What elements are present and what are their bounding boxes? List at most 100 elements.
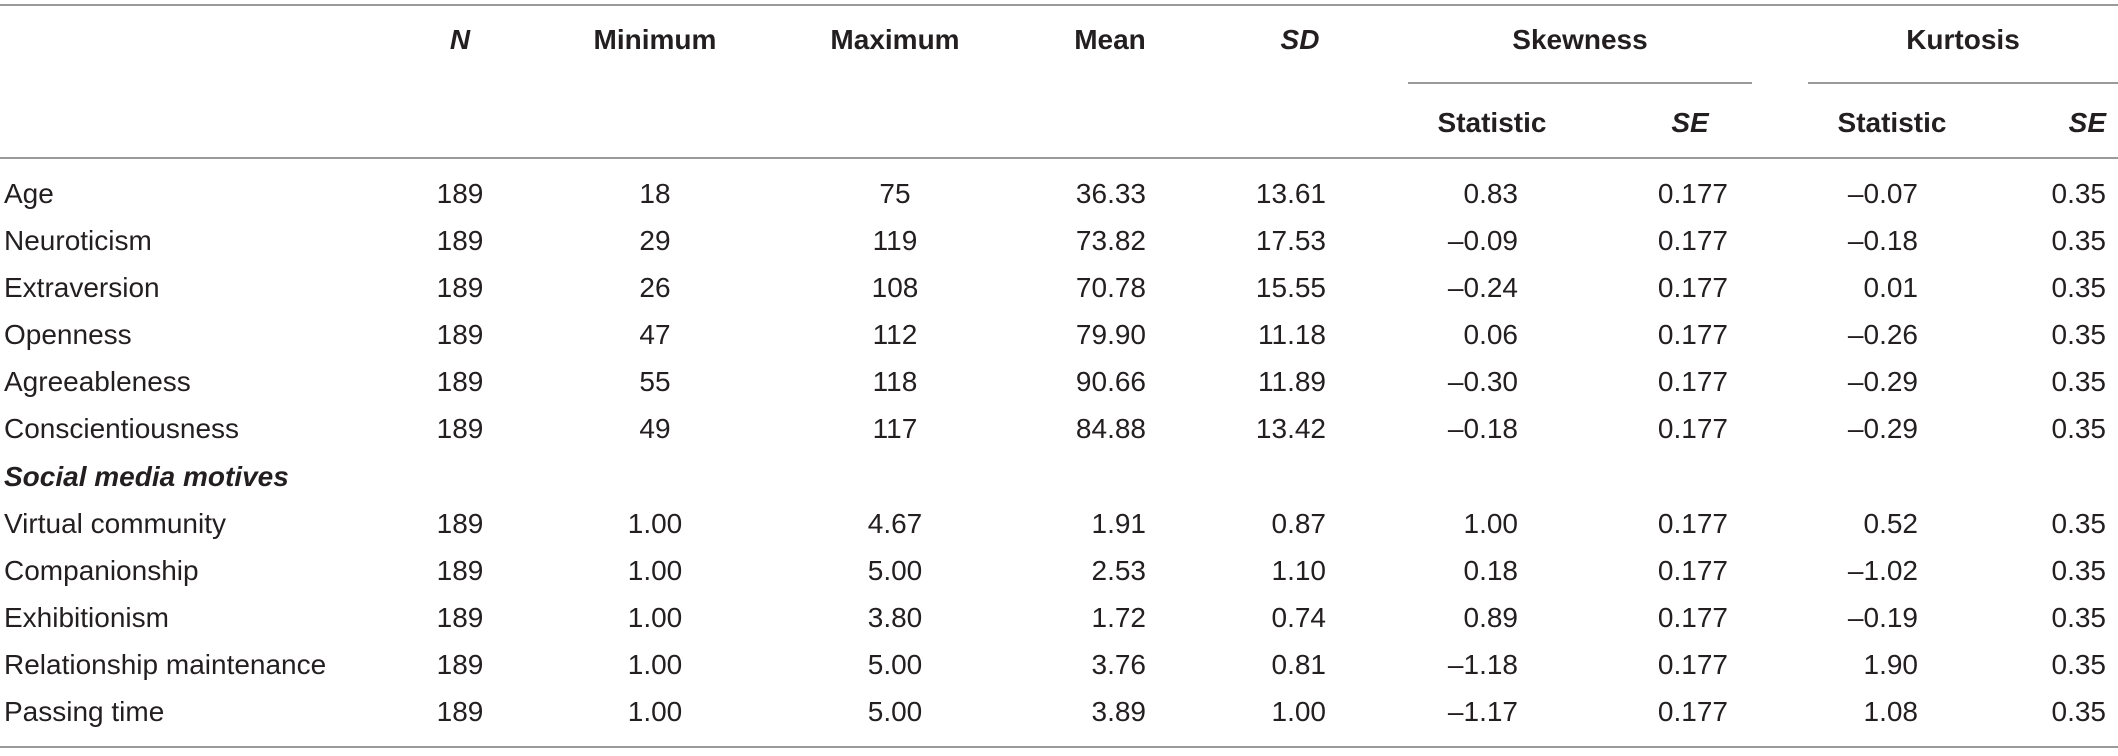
header-maximum: Maximum bbox=[830, 24, 960, 55]
cell-kurt: –1.02 bbox=[1847, 555, 1918, 586]
cell-kurt-se: 0.35 bbox=[2051, 178, 2107, 209]
cell-skew: 1.00 bbox=[1463, 508, 1519, 539]
cell-skew: 0.18 bbox=[1463, 555, 1519, 586]
cell-skew-se: 0.177 bbox=[1657, 555, 1728, 586]
top-rule bbox=[0, 4, 2118, 6]
cell-kurt-se: 0.35 bbox=[2051, 602, 2107, 633]
cell-skew: 0.83 bbox=[1463, 178, 1519, 209]
cell-kurt: 0.01 bbox=[1863, 272, 1919, 303]
cell-min: 49 bbox=[639, 413, 671, 444]
row-label: Extraversion bbox=[4, 272, 160, 303]
cell-min: 1.00 bbox=[627, 696, 683, 727]
cell-max: 5.00 bbox=[867, 696, 923, 727]
cell-max: 4.67 bbox=[867, 508, 923, 539]
cell-skew-se: 0.177 bbox=[1657, 225, 1728, 256]
cell-skew-se: 0.177 bbox=[1657, 366, 1728, 397]
cell-min: 26 bbox=[639, 272, 671, 303]
cell-max: 3.80 bbox=[867, 602, 923, 633]
cell-skew: –0.30 bbox=[1447, 366, 1518, 397]
header-n: N bbox=[449, 24, 471, 55]
cell-kurt: 1.08 bbox=[1863, 696, 1919, 727]
cell-sd: 13.61 bbox=[1255, 178, 1326, 209]
row-label: Relationship maintenance bbox=[4, 649, 327, 680]
cell-mean: 73.82 bbox=[1075, 225, 1146, 256]
cell-n: 189 bbox=[436, 319, 484, 350]
cell-kurt: –0.18 bbox=[1847, 225, 1918, 256]
cell-max: 119 bbox=[872, 225, 918, 256]
cell-kurt-se: 0.35 bbox=[2051, 225, 2107, 256]
cell-sd: 13.42 bbox=[1255, 413, 1326, 444]
cell-skew: –1.17 bbox=[1447, 696, 1518, 727]
cell-kurt: 1.90 bbox=[1863, 649, 1919, 680]
section-label: Social media motives bbox=[4, 461, 289, 492]
cell-kurt-se: 0.35 bbox=[2051, 555, 2107, 586]
cell-max: 118 bbox=[872, 366, 918, 397]
cell-skew: –0.18 bbox=[1447, 413, 1518, 444]
header-skew-se: SE bbox=[1671, 107, 1709, 138]
cell-skew-se: 0.177 bbox=[1657, 602, 1728, 633]
cell-sd: 0.87 bbox=[1271, 508, 1327, 539]
cell-skew-se: 0.177 bbox=[1657, 413, 1728, 444]
cell-mean: 3.76 bbox=[1091, 649, 1147, 680]
cell-mean: 84.88 bbox=[1075, 413, 1146, 444]
row-label: Neuroticism bbox=[4, 225, 152, 256]
cell-mean: 79.90 bbox=[1075, 319, 1146, 350]
cell-kurt-se: 0.35 bbox=[2051, 272, 2107, 303]
cell-mean: 90.66 bbox=[1075, 366, 1146, 397]
cell-skew-se: 0.177 bbox=[1657, 272, 1728, 303]
cell-n: 189 bbox=[436, 602, 484, 633]
header-mean: Mean bbox=[1074, 24, 1146, 55]
cell-kurt-se: 0.35 bbox=[2051, 508, 2107, 539]
cell-skew: 0.89 bbox=[1463, 602, 1519, 633]
cell-sd: 15.55 bbox=[1255, 272, 1326, 303]
cell-max: 117 bbox=[872, 413, 918, 444]
cell-sd: 11.89 bbox=[1258, 366, 1326, 397]
cell-kurt: –0.07 bbox=[1847, 178, 1918, 209]
cell-sd: 17.53 bbox=[1255, 225, 1326, 256]
cell-mean: 36.33 bbox=[1075, 178, 1146, 209]
cell-skew-se: 0.177 bbox=[1657, 508, 1728, 539]
cell-n: 189 bbox=[436, 696, 484, 727]
header-skewness: Skewness bbox=[1512, 24, 1648, 55]
cell-sd: 0.74 bbox=[1271, 602, 1327, 633]
cell-mean: 3.89 bbox=[1091, 696, 1147, 727]
cell-n: 189 bbox=[436, 272, 484, 303]
cell-min: 55 bbox=[639, 366, 671, 397]
cell-sd: 1.00 bbox=[1271, 696, 1327, 727]
cell-kurt: –0.29 bbox=[1847, 413, 1918, 444]
header-rule bbox=[0, 157, 2118, 159]
cell-min: 1.00 bbox=[627, 602, 683, 633]
cell-kurt-se: 0.35 bbox=[2051, 413, 2107, 444]
cell-mean: 1.72 bbox=[1091, 602, 1147, 633]
cell-skew: 0.06 bbox=[1463, 319, 1519, 350]
cell-skew: –0.09 bbox=[1447, 225, 1518, 256]
cell-n: 189 bbox=[436, 555, 484, 586]
cell-kurt: –0.26 bbox=[1847, 319, 1918, 350]
cell-max: 5.00 bbox=[867, 649, 923, 680]
cell-skew-se: 0.177 bbox=[1657, 649, 1728, 680]
row-label: Passing time bbox=[4, 696, 165, 727]
cell-kurt-se: 0.35 bbox=[2051, 366, 2107, 397]
cell-skew: –0.24 bbox=[1447, 272, 1518, 303]
cell-sd: 0.81 bbox=[1271, 649, 1327, 680]
cell-min: 1.00 bbox=[627, 649, 683, 680]
header-skew-statistic: Statistic bbox=[1437, 107, 1547, 138]
cell-skew-se: 0.177 bbox=[1657, 178, 1728, 209]
cell-max: 75 bbox=[879, 178, 911, 209]
cell-kurt: –0.19 bbox=[1847, 602, 1918, 633]
cell-n: 189 bbox=[436, 649, 484, 680]
row-label: Agreeableness bbox=[4, 366, 191, 397]
row-label: Companionship bbox=[4, 555, 199, 586]
cell-max: 5.00 bbox=[867, 555, 923, 586]
cell-min: 29 bbox=[639, 225, 671, 256]
bottom-rule bbox=[0, 746, 2118, 748]
cell-n: 189 bbox=[436, 413, 484, 444]
skewness-underline bbox=[1408, 82, 1752, 84]
cell-max: 112 bbox=[872, 319, 918, 350]
kurtosis-underline bbox=[1808, 82, 2118, 84]
header-sd: SD bbox=[1280, 24, 1320, 55]
header-minimum: Minimum bbox=[593, 24, 717, 55]
cell-mean: 2.53 bbox=[1091, 555, 1147, 586]
row-label: Openness bbox=[4, 319, 132, 350]
